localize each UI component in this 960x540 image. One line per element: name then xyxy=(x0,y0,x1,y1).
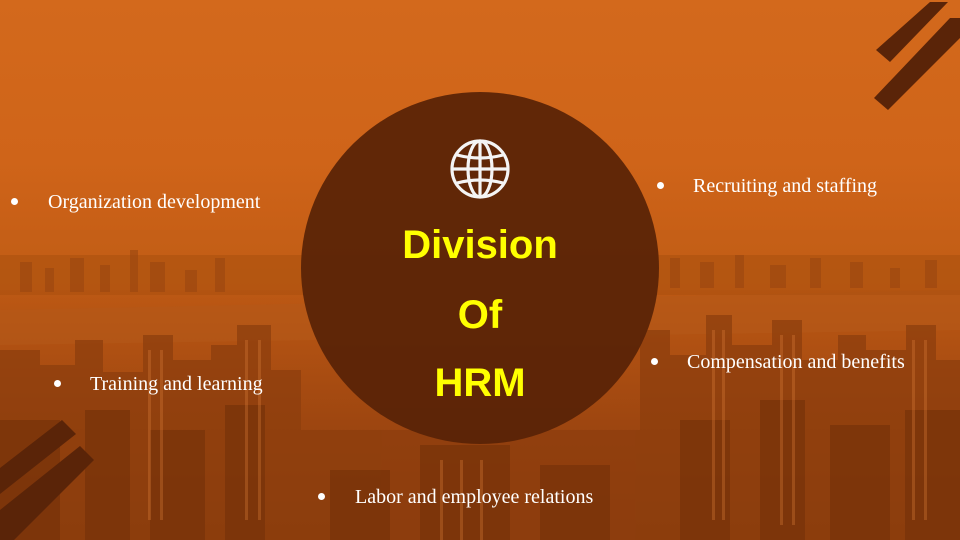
bullet-organization-development: Organization development xyxy=(11,190,260,214)
title-line-division: Division xyxy=(402,223,558,267)
bullet-dot-icon xyxy=(657,181,664,189)
bullet-training-learning: Training and learning xyxy=(54,372,263,396)
bullet-compensation-benefits: Compensation and benefits xyxy=(651,350,905,374)
title-line-of: Of xyxy=(457,293,503,337)
bullet-text: Organization development xyxy=(48,191,261,213)
bullet-dot-icon xyxy=(11,197,18,205)
bullet-dot-icon xyxy=(651,357,658,365)
bullet-recruiting-staffing: Recruiting and staffing xyxy=(657,174,877,198)
globe-icon xyxy=(450,139,510,199)
bullet-text: Training and learning xyxy=(90,373,263,395)
bullet-text: Labor and employee relations xyxy=(355,486,594,508)
bullet-text: Recruiting and staffing xyxy=(693,175,878,197)
bullet-text: Compensation and benefits xyxy=(687,351,905,373)
bullet-labor-employee-relations: Labor and employee relations xyxy=(318,485,593,509)
bullet-dot-icon xyxy=(318,492,325,500)
title-line-hrm: HRM xyxy=(434,361,526,405)
bullet-dot-icon xyxy=(54,379,61,387)
